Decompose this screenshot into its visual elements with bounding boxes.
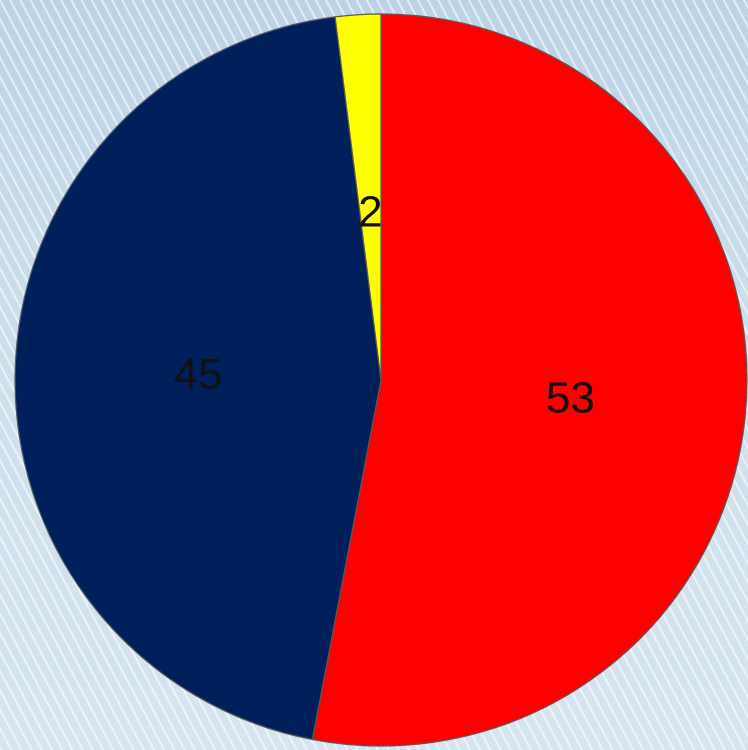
pie-label-2: 2 [358, 188, 382, 237]
pie-slices [14, 13, 748, 747]
pie-label-45: 45 [174, 350, 223, 399]
pie-slice-45 [14, 16, 382, 741]
pie-label-53: 53 [546, 373, 595, 422]
pie-labels: 53 45 2 [174, 188, 595, 423]
pie-slice-2 [334, 13, 382, 381]
pie-slice-53 [311, 13, 748, 747]
